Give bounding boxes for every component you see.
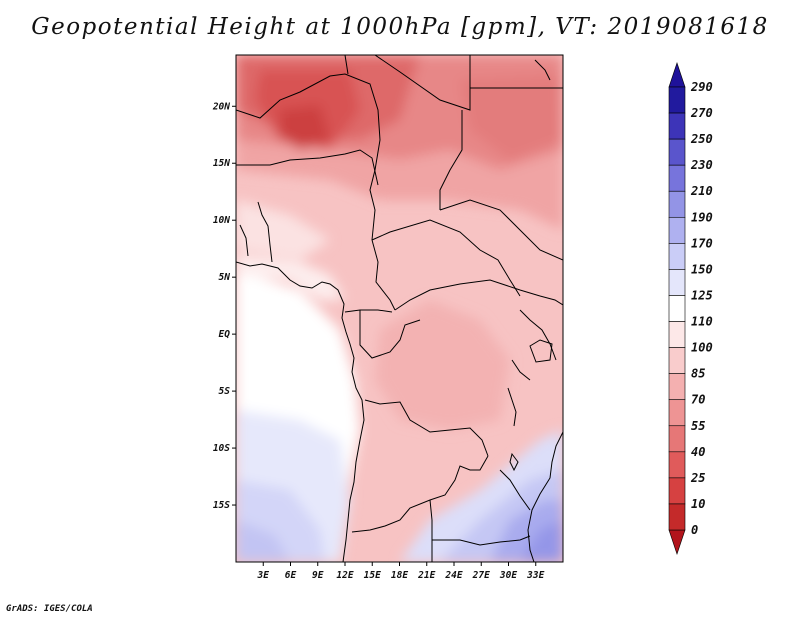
- colorbar-min-cap: [668, 529, 686, 555]
- colorbar-label: 290: [690, 80, 713, 94]
- colorbar-label: 0: [691, 523, 698, 537]
- map-title: Geopotential Height at 1000hPa [gpm], VT…: [31, 14, 769, 40]
- latitude-axis: 20N 15N 10N 5N EQ 5S 10S 15S: [212, 101, 236, 511]
- x-tick-label: 30E: [499, 570, 517, 581]
- y-tick-label: 5N: [219, 272, 231, 283]
- colorbar-label: 25: [690, 471, 705, 485]
- colorbar-segment: [668, 216, 686, 244]
- y-tick-label: 10S: [213, 443, 230, 454]
- colorbar-segment: [668, 86, 686, 114]
- colorbar-label: 170: [691, 236, 713, 250]
- x-tick-label: 18E: [391, 570, 408, 581]
- y-tick-label: EQ: [219, 329, 231, 340]
- colorbar-label: 230: [690, 158, 713, 172]
- x-tick-label: 24E: [444, 570, 462, 581]
- x-tick-label: 27E: [472, 570, 490, 581]
- colorbar-segment: [668, 425, 686, 453]
- colorbar-label: 10: [691, 497, 705, 511]
- colorbar-segment: [668, 112, 686, 140]
- y-tick-label: 20N: [212, 101, 230, 112]
- colorbar-label: 190: [691, 210, 713, 224]
- colorbar-label: 55: [691, 419, 705, 433]
- colorbar-label: 100: [691, 341, 713, 355]
- y-tick-label: 5S: [219, 386, 231, 397]
- colorbar-segment: [668, 347, 686, 374]
- colorbar-label: 110: [691, 315, 713, 329]
- x-tick-label: 21E: [417, 570, 435, 581]
- x-tick-label: 12E: [336, 570, 353, 581]
- x-tick-label: 33E: [526, 570, 544, 581]
- colorbar-label: 150: [691, 262, 713, 276]
- coastlines-borders: [236, 55, 563, 562]
- colorbar-segment: [668, 451, 686, 479]
- y-tick-label: 15S: [213, 500, 230, 511]
- colorbar-segment: [668, 243, 686, 270]
- height-field: [236, 55, 563, 562]
- y-tick-label: 10N: [213, 215, 230, 226]
- x-tick-label: 3E: [257, 570, 270, 581]
- colorbar-label: 85: [691, 367, 705, 381]
- colorbar-label: 210: [690, 184, 713, 198]
- colorbar-max-cap: [668, 62, 686, 88]
- colorbar-label: 70: [691, 393, 705, 407]
- colorbar-segment: [668, 164, 686, 192]
- y-tick-label: 15N: [213, 158, 230, 169]
- x-tick-label: 15E: [364, 570, 381, 581]
- colorbar-segment: [668, 477, 686, 505]
- longitude-axis: 3E 6E 9E 12E 15E 18E 21E 24E 27E 30E 33E: [257, 562, 545, 581]
- colorbar-label: 40: [691, 445, 705, 459]
- colorbar-segment: [668, 321, 686, 348]
- colorbar-segment: [668, 503, 686, 531]
- colorbar-label: 125: [691, 288, 713, 302]
- credit-label: GrADS: IGES/COLA: [6, 604, 93, 614]
- x-tick-label: 6E: [285, 570, 297, 581]
- colorbar-label: 250: [690, 132, 713, 146]
- colorbar-segment: [668, 373, 686, 401]
- colorbar-segment: [668, 138, 686, 166]
- colorbar: 2902702502302101901701501251101008570554…: [668, 62, 713, 555]
- colorbar-segment: [668, 190, 686, 218]
- colorbar-segment: [668, 269, 686, 296]
- colorbar-segment: [668, 295, 686, 322]
- colorbar-label: 270: [690, 106, 713, 120]
- x-tick-label: 9E: [312, 570, 324, 581]
- colorbar-segment: [668, 399, 686, 427]
